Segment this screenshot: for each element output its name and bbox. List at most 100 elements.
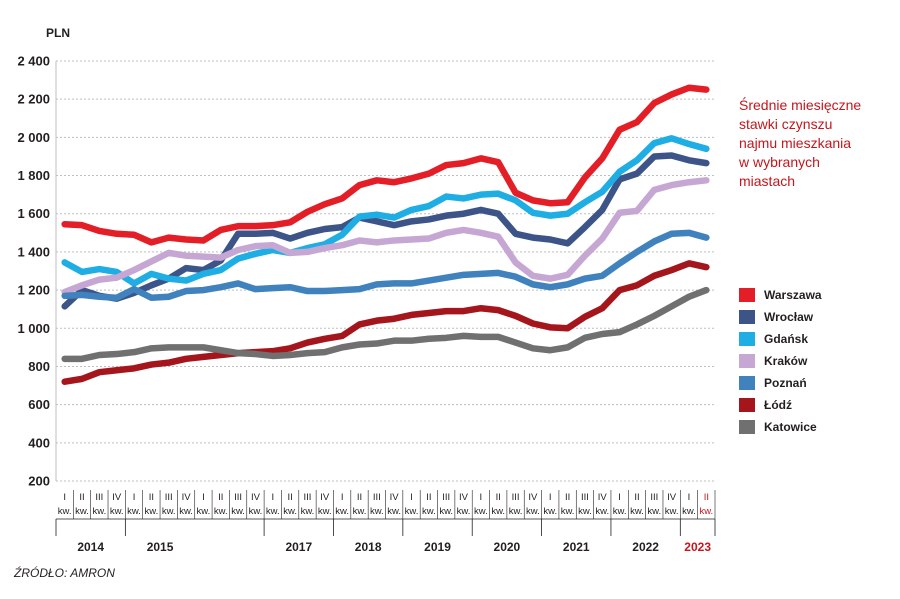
x-quarter-label: I bbox=[410, 492, 413, 503]
x-quarter-suffix: kw. bbox=[647, 506, 661, 517]
legend-swatch bbox=[739, 354, 755, 368]
x-quarter-suffix: kw. bbox=[387, 506, 401, 517]
series-line-gdańsk bbox=[61, 135, 710, 287]
y-tick-label: 1 800 bbox=[17, 168, 50, 183]
y-tick-label: 1 400 bbox=[17, 244, 50, 259]
x-quarter-label: I bbox=[480, 492, 483, 503]
legend-label: Katowice bbox=[764, 420, 817, 434]
legend-item: Kraków bbox=[739, 350, 822, 372]
x-quarter-label: I bbox=[271, 492, 274, 503]
x-quarter-label: IV bbox=[182, 492, 192, 503]
x-year-label: 2022 bbox=[632, 540, 659, 554]
x-quarter-suffix: kw. bbox=[422, 506, 436, 517]
legend-label: Warszawa bbox=[764, 288, 822, 302]
x-quarter-label: I bbox=[341, 492, 344, 503]
x-quarter-suffix: kw. bbox=[214, 506, 228, 517]
x-quarter-suffix: kw. bbox=[197, 506, 211, 517]
x-quarter-label: II bbox=[704, 492, 709, 503]
x-quarter-suffix: kw. bbox=[526, 506, 540, 517]
x-quarter-label: III bbox=[650, 492, 658, 503]
x-quarter-suffix: kw. bbox=[370, 506, 384, 517]
y-tick-label: 200 bbox=[28, 474, 50, 489]
x-quarter-suffix: kw. bbox=[266, 506, 280, 517]
y-tick-label: 600 bbox=[28, 397, 50, 412]
x-quarter-label: IV bbox=[459, 492, 469, 503]
legend-label: Wrocław bbox=[764, 310, 814, 324]
legend: Warszawa Wrocław Gdańsk Kraków Poznań Łódź Kat… bbox=[739, 284, 822, 438]
x-quarter-label: II bbox=[357, 492, 362, 503]
x-quarter-label: III bbox=[95, 492, 103, 503]
y-tick-label: 1 600 bbox=[17, 206, 50, 221]
x-axis: Ikw.IIkw.IIIkw.IVkw.Ikw.IIkw.IIIkw.IVkw.… bbox=[55, 490, 716, 554]
series-line-łódź bbox=[61, 260, 710, 385]
legend-item: Poznań bbox=[739, 372, 822, 394]
chart-title: Średnie miesięczne stawki czynszu najmu … bbox=[739, 97, 862, 189]
y-tick-label: 2 400 bbox=[17, 54, 50, 69]
x-quarter-label: III bbox=[234, 492, 242, 503]
x-quarter-label: IV bbox=[667, 492, 677, 503]
x-quarter-label: I bbox=[688, 492, 691, 503]
x-year-label: 2020 bbox=[494, 540, 521, 554]
x-quarter-suffix: kw. bbox=[439, 506, 453, 517]
x-quarter-suffix: kw. bbox=[457, 506, 471, 517]
x-quarter-suffix: kw. bbox=[353, 506, 367, 517]
x-quarter-label: IV bbox=[320, 492, 330, 503]
y-tick-label: 2 200 bbox=[17, 92, 50, 107]
x-quarter-label: II bbox=[218, 492, 223, 503]
legend-swatch bbox=[739, 288, 755, 302]
x-quarter-suffix: kw. bbox=[127, 506, 141, 517]
legend-label: Kraków bbox=[764, 354, 808, 368]
y-axis-unit: PLN bbox=[46, 26, 70, 40]
x-year-label: 2023 bbox=[684, 540, 711, 554]
x-quarter-label: IV bbox=[112, 492, 122, 503]
x-year-label: 2014 bbox=[77, 540, 104, 554]
x-quarter-suffix: kw. bbox=[162, 506, 176, 517]
x-quarter-label: I bbox=[133, 492, 136, 503]
x-quarter-suffix: kw. bbox=[283, 506, 297, 517]
y-tick-label: 1 200 bbox=[17, 283, 50, 298]
x-quarter-suffix: kw. bbox=[231, 506, 245, 517]
legend-item: Katowice bbox=[739, 416, 822, 438]
series-line-warszawa bbox=[61, 84, 710, 246]
x-quarter-label: II bbox=[426, 492, 431, 503]
series-lines bbox=[61, 84, 710, 385]
gridlines bbox=[55, 60, 715, 482]
x-quarter-suffix: kw. bbox=[543, 506, 557, 517]
x-quarter-suffix: kw. bbox=[92, 506, 106, 517]
x-quarter-suffix: kw. bbox=[613, 506, 627, 517]
legend-item: Gdańsk bbox=[739, 328, 822, 350]
legend-item: Łódź bbox=[739, 394, 822, 416]
x-quarter-label: II bbox=[634, 492, 639, 503]
x-quarter-suffix: kw. bbox=[318, 506, 332, 517]
x-quarter-label: IV bbox=[390, 492, 400, 503]
x-quarter-label: III bbox=[581, 492, 589, 503]
legend-item: Wrocław bbox=[739, 306, 822, 328]
y-tick-label: 1 000 bbox=[17, 321, 50, 336]
y-tick-label: 2 000 bbox=[17, 130, 50, 145]
legend-swatch bbox=[739, 310, 755, 324]
x-quarter-label: I bbox=[202, 492, 205, 503]
x-year-label: 2017 bbox=[285, 540, 312, 554]
x-year-label: 2021 bbox=[563, 540, 590, 554]
x-quarter-label: III bbox=[442, 492, 450, 503]
x-quarter-label: II bbox=[149, 492, 154, 503]
x-quarter-label: IV bbox=[528, 492, 538, 503]
x-quarter-label: IV bbox=[598, 492, 608, 503]
x-quarter-suffix: kw. bbox=[699, 506, 713, 517]
series-line-katowice bbox=[61, 286, 710, 363]
x-quarter-label: II bbox=[565, 492, 570, 503]
legend-swatch bbox=[739, 376, 755, 390]
x-quarter-label: II bbox=[287, 492, 292, 503]
x-quarter-label: III bbox=[165, 492, 173, 503]
legend-label: Gdańsk bbox=[764, 332, 809, 346]
legend-swatch bbox=[739, 398, 755, 412]
x-quarter-suffix: kw. bbox=[509, 506, 523, 517]
x-year-label: 2015 bbox=[147, 540, 174, 554]
legend-swatch bbox=[739, 332, 755, 346]
x-quarter-label: III bbox=[373, 492, 381, 503]
x-quarter-label: II bbox=[79, 492, 84, 503]
x-quarter-suffix: kw. bbox=[630, 506, 644, 517]
y-tick-label: 400 bbox=[28, 435, 50, 450]
y-axis-ticks: 200 400 600 800 1 000 1 200 1 400 1 600 1 800 2 0… bbox=[17, 54, 50, 489]
